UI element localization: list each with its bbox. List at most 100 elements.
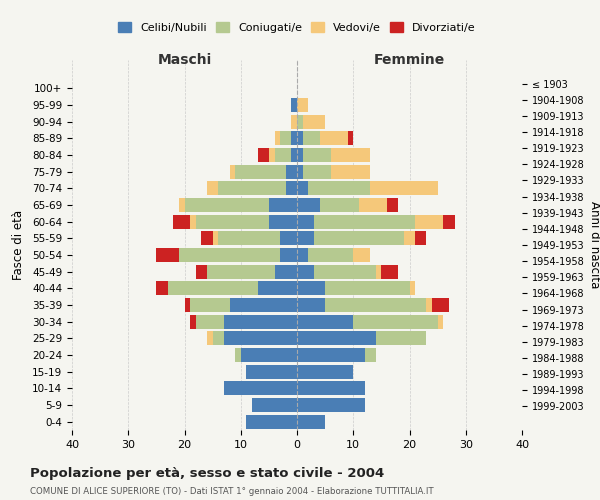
Bar: [376, 331, 427, 345]
Bar: [297, 348, 365, 362]
Bar: [229, 164, 235, 179]
Bar: [387, 198, 398, 212]
Bar: [157, 281, 167, 295]
Text: Femmine: Femmine: [374, 52, 445, 66]
Bar: [207, 181, 218, 196]
Bar: [212, 331, 224, 345]
Bar: [409, 281, 415, 295]
Bar: [331, 164, 370, 179]
Bar: [179, 198, 185, 212]
Bar: [190, 214, 196, 229]
Bar: [415, 231, 427, 246]
Bar: [275, 264, 297, 279]
Bar: [297, 231, 314, 246]
Bar: [404, 231, 415, 246]
Bar: [297, 364, 353, 379]
Bar: [252, 398, 297, 412]
Y-axis label: Fasce di età: Fasce di età: [12, 210, 25, 280]
Bar: [275, 148, 292, 162]
Bar: [224, 381, 297, 396]
Legend: Celibi/Nubili, Coniugati/e, Vedovi/e, Divorziati/e: Celibi/Nubili, Coniugati/e, Vedovi/e, Di…: [114, 18, 480, 37]
Bar: [382, 264, 398, 279]
Bar: [269, 198, 297, 212]
Bar: [297, 264, 314, 279]
Bar: [308, 248, 353, 262]
Bar: [157, 248, 179, 262]
Bar: [196, 214, 269, 229]
Bar: [297, 314, 353, 329]
Bar: [365, 348, 376, 362]
Bar: [359, 198, 387, 212]
Bar: [437, 314, 443, 329]
Bar: [325, 298, 427, 312]
Bar: [297, 248, 308, 262]
Bar: [292, 131, 297, 146]
Bar: [308, 181, 370, 196]
Bar: [179, 248, 280, 262]
Bar: [325, 281, 409, 295]
Bar: [415, 214, 443, 229]
Bar: [302, 164, 331, 179]
Bar: [370, 181, 437, 196]
Bar: [314, 264, 376, 279]
Bar: [320, 131, 347, 146]
Bar: [218, 231, 280, 246]
Bar: [235, 348, 241, 362]
Bar: [196, 264, 207, 279]
Bar: [190, 298, 229, 312]
Bar: [280, 231, 297, 246]
Bar: [292, 98, 297, 112]
Bar: [229, 298, 297, 312]
Bar: [297, 181, 308, 196]
Bar: [275, 131, 280, 146]
Bar: [320, 198, 359, 212]
Bar: [297, 131, 302, 146]
Bar: [297, 148, 302, 162]
Bar: [257, 281, 297, 295]
Bar: [292, 148, 297, 162]
Bar: [297, 98, 308, 112]
Bar: [314, 231, 404, 246]
Bar: [297, 214, 314, 229]
Bar: [212, 231, 218, 246]
Bar: [297, 398, 365, 412]
Text: COMUNE DI ALICE SUPERIORE (TO) - Dati ISTAT 1° gennaio 2004 - Elaborazione TUTTI: COMUNE DI ALICE SUPERIORE (TO) - Dati IS…: [30, 488, 434, 496]
Bar: [353, 314, 437, 329]
Y-axis label: Anni di nascita: Anni di nascita: [588, 202, 600, 288]
Text: Maschi: Maschi: [157, 52, 212, 66]
Bar: [297, 281, 325, 295]
Bar: [202, 231, 212, 246]
Bar: [218, 181, 286, 196]
Bar: [297, 414, 325, 428]
Bar: [443, 214, 455, 229]
Bar: [297, 114, 302, 128]
Bar: [427, 298, 432, 312]
Bar: [302, 148, 331, 162]
Bar: [269, 214, 297, 229]
Bar: [347, 131, 353, 146]
Bar: [286, 181, 297, 196]
Bar: [302, 114, 325, 128]
Bar: [247, 414, 297, 428]
Bar: [376, 264, 382, 279]
Bar: [314, 214, 415, 229]
Bar: [286, 164, 297, 179]
Bar: [302, 131, 320, 146]
Bar: [224, 314, 297, 329]
Bar: [280, 131, 292, 146]
Bar: [257, 148, 269, 162]
Bar: [297, 164, 302, 179]
Bar: [432, 298, 449, 312]
Bar: [297, 298, 325, 312]
Bar: [331, 148, 370, 162]
Bar: [297, 381, 365, 396]
Bar: [297, 198, 320, 212]
Bar: [185, 298, 190, 312]
Bar: [196, 314, 224, 329]
Bar: [173, 214, 190, 229]
Bar: [190, 314, 196, 329]
Bar: [207, 264, 275, 279]
Bar: [185, 198, 269, 212]
Bar: [235, 164, 286, 179]
Bar: [353, 248, 370, 262]
